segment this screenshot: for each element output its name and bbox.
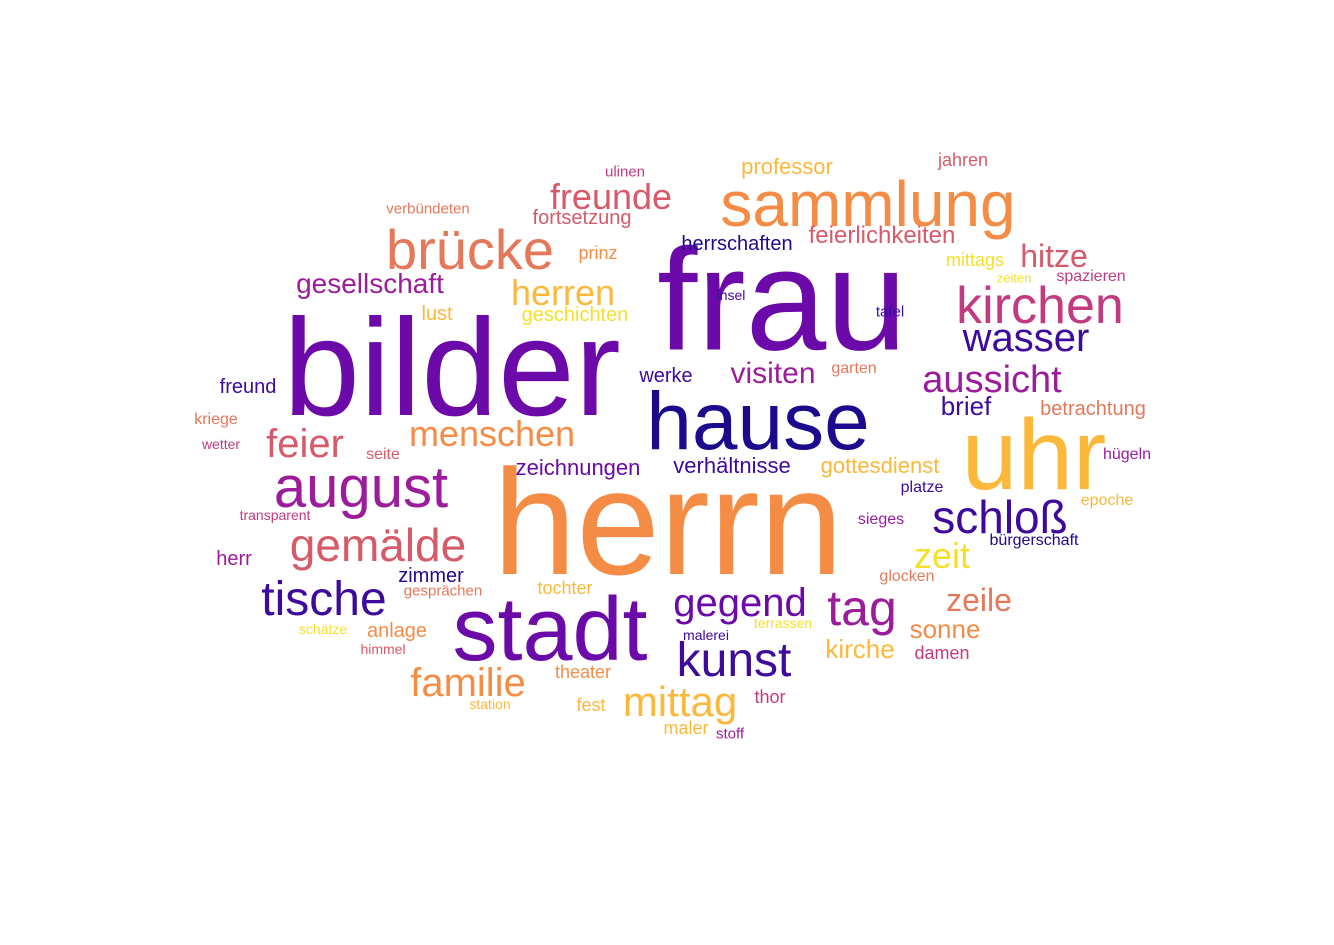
word-gesellschaft: gesellschaft [296,268,444,299]
word-herrschaften: herrschaften [681,233,793,255]
word-ulinen: ulinen [604,163,646,181]
word-terrassen: terrassen [753,615,813,631]
word-zeiten: zeiten [996,270,1032,286]
word-zeit: zeit [913,535,971,576]
word-freund: freund [219,376,277,398]
word-kirche: kirche [825,634,895,664]
word-wetter: wetter [201,436,241,452]
word-himmel: himmel [360,641,406,657]
word-spazieren: spazieren [1056,268,1126,285]
word-herrn: herrn [492,438,844,606]
word-freunde: freunde [549,176,673,217]
word-gottesdienst: gottesdienst [820,453,940,478]
word-feier: feier [266,422,344,466]
word-tische: tische [261,573,387,626]
word-betrachtung: betrachtung [1040,398,1146,420]
word-feierlichkeiten: feierlichkeiten [808,222,956,249]
word-herr: herr [216,548,252,570]
word-herren: herren [510,272,616,313]
word-tafel: tafel [875,303,905,321]
word-seite: seite [366,446,400,463]
word-mittag: mittag [622,678,738,725]
word-tag: tag [827,580,897,636]
word-zeile: zeile [946,582,1012,618]
word-buergerschaft: bürgerschaft [989,532,1079,549]
word-jahren: jahren [937,150,989,170]
word-theater: theater [554,662,612,682]
word-schaetze: schätze [298,621,348,637]
word-huegeln: hügeln [1102,446,1152,463]
word-gemaelde: gemälde [289,519,467,571]
word-sonne: sonne [909,614,981,644]
word-damen: damen [914,643,970,663]
word-glocken: glocken [879,568,935,585]
word-frau: frau [657,218,907,381]
word-anlage: anlage [366,620,428,642]
word-wasser: wasser [962,316,1090,360]
word-aussicht: aussicht [922,359,1062,401]
word-tochter: tochter [537,578,593,598]
word-station: station [469,696,511,712]
word-prinz: prinz [578,243,618,263]
word-werke: werke [639,365,693,387]
word-verhaeltnisse: verhältnisse [673,453,791,478]
word-gespraechen: gesprächen [403,582,483,600]
word-malerei: malerei [683,627,729,643]
word-fest: fest [576,695,606,715]
word-gegend: gegend [673,581,807,625]
word-insel: insel [716,287,746,303]
word-kirchen: kirchen [956,277,1124,335]
word-kunst: kunst [676,634,792,687]
word-august: august [273,455,449,520]
word-thor: thor [754,687,786,707]
word-platze: platze [900,479,944,496]
word-transparent: transparent [239,507,311,523]
word-zimmer: zimmer [398,565,464,587]
word-zeichnungen: zeichnungen [515,455,641,480]
word-sammlung: sammlung [720,168,1016,240]
word-maler: maler [663,718,709,738]
word-schloss: schloß [932,491,1068,543]
word-geschichten: geschichten [521,304,629,326]
word-menschen: menschen [408,413,576,454]
word-bilder: bilder [283,291,621,445]
word-bruecke: brücke [385,218,555,281]
word-garten: garten [831,360,877,377]
word-brief: brief [940,391,992,421]
word-epoche: epoche [1080,492,1134,509]
word-professor: professor [741,154,833,179]
word-visiten: visiten [730,357,816,390]
word-lust: lust [421,303,453,325]
word-stoff: stoff [715,725,745,743]
word-sieges: sieges [857,511,905,528]
word-fortsetzung: fortsetzung [532,207,632,229]
word-stadt: stadt [452,580,648,680]
word-kriege: kriege [194,411,238,428]
word-mittags: mittags [945,250,1005,270]
word-hause: hause [646,376,870,467]
word-hitze: hitze [1020,238,1088,274]
word-familie: familie [410,661,526,705]
word-verbuendeten: verbündeten [386,200,470,218]
word-uhr: uhr [961,399,1107,511]
